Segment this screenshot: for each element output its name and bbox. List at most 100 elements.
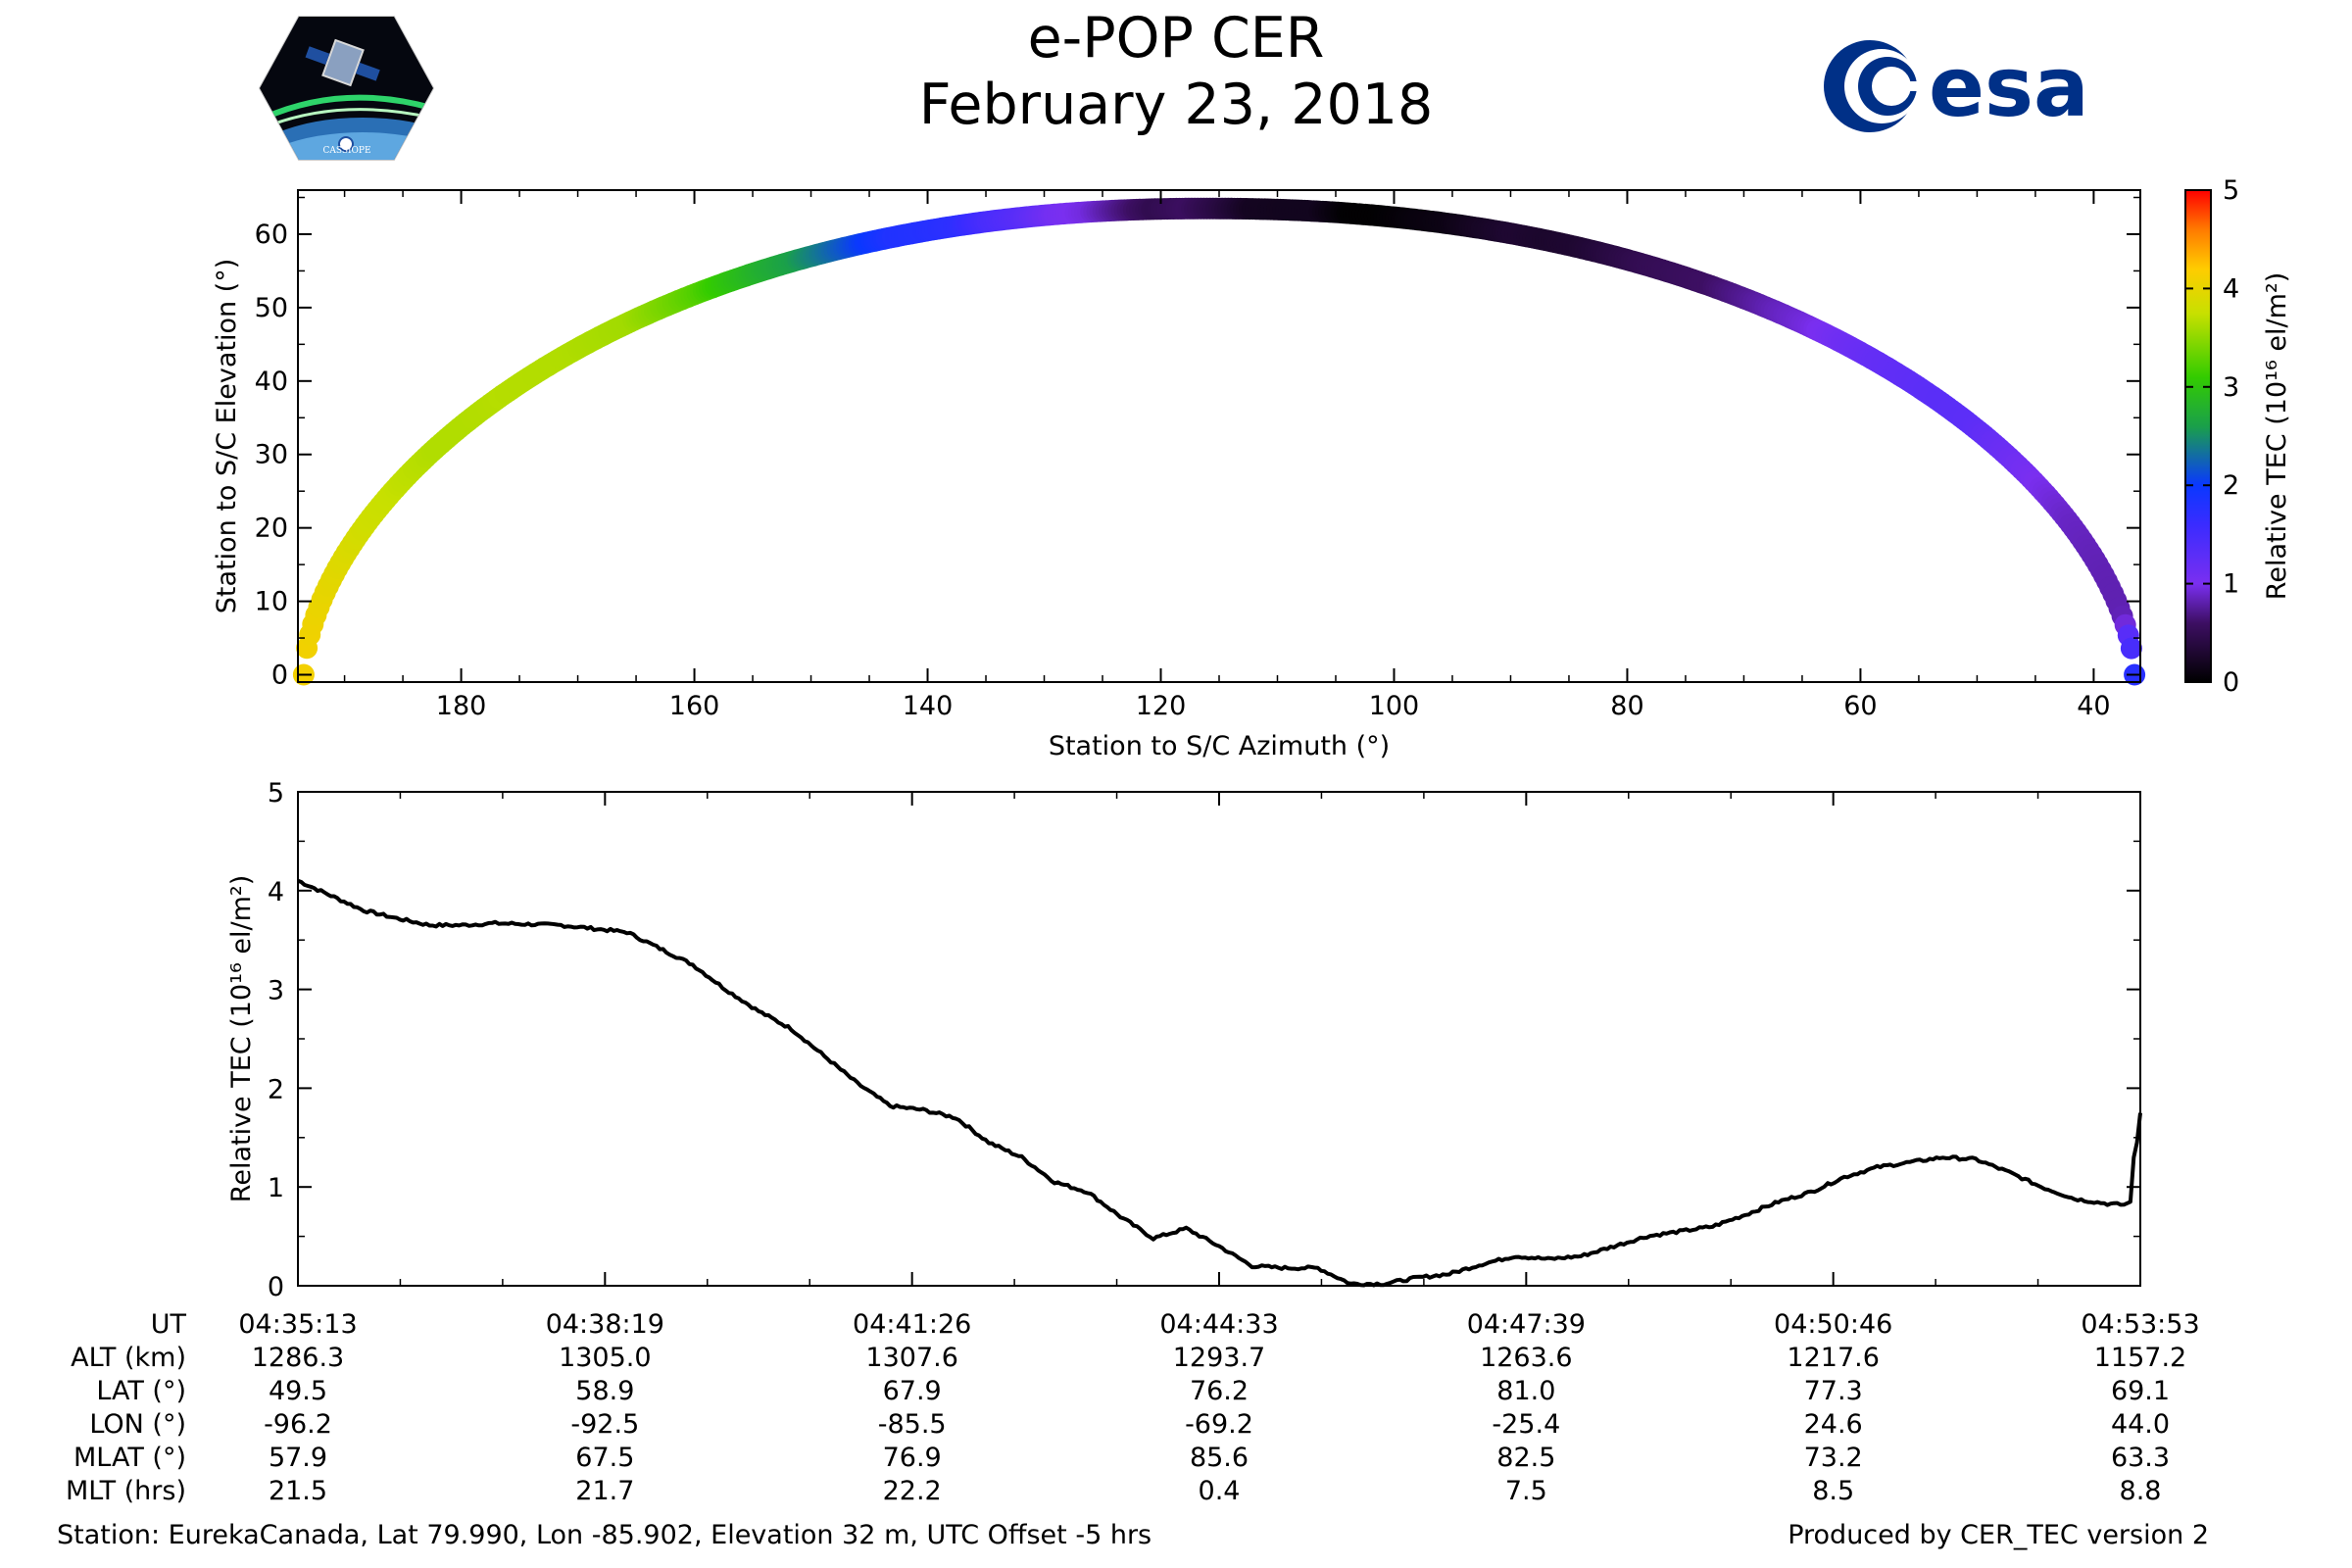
ephemeris-row-label: ALT (km) [71,1343,186,1373]
ephemeris-cell: 58.9 [575,1376,634,1406]
page-date: February 23, 2018 [918,73,1434,137]
bottom-y-tick-label: 0 [268,1272,284,1302]
ephemeris-cell: 73.2 [1804,1443,1863,1473]
ephemeris-row-label: MLT (hrs) [66,1476,186,1506]
ephemeris-cell: 44.0 [2111,1409,2170,1440]
top-y-tick-label: 60 [255,220,288,250]
cassiope-logo-text: CASSIOPE [322,146,370,156]
colorbar-tick-label: 2 [2223,470,2239,501]
ephemeris-cell: 1293.7 [1173,1343,1265,1373]
ephemeris-cell: 21.7 [575,1476,634,1506]
ephemeris-cell: 49.5 [269,1376,327,1406]
ephemeris-cell: 57.9 [269,1443,327,1473]
tec-time-series-panel: 0 1 2 3 4 5 Relative TEC (10¹⁶ el/m²) [226,778,2142,1302]
ephemeris-cell: 69.1 [2111,1376,2170,1406]
ephemeris-cell: 1157.2 [2094,1343,2186,1373]
ephemeris-cell: 04:38:19 [546,1309,664,1340]
tec-series-line [297,878,2142,1288]
bottom-plot-frame [297,791,2141,1287]
top-x-tick-label: 100 [1369,691,1420,721]
colorbar: 0 1 2 3 4 5 Relative TEC (10¹⁶ el/m²) [2184,175,2292,698]
ephemeris-cell: 22.2 [883,1476,942,1506]
colorbar-tick-label: 1 [2223,569,2239,600]
producer-info: Produced by CER_TEC version 2 [1788,1520,2209,1550]
ephemeris-cell: 8.5 [1812,1476,1854,1506]
ephemeris-cell: 76.2 [1190,1376,1249,1406]
top-x-axis-label: Station to S/C Azimuth (°) [1049,731,1390,761]
ephemeris-cell: 04:53:53 [2081,1309,2199,1340]
ephemeris-cell: 63.3 [2111,1443,2170,1473]
ephemeris-cell: -25.4 [1492,1409,1560,1440]
bottom-axes: 0 1 2 3 4 5 [268,778,2141,1302]
colorbar-gradient [2184,189,2212,683]
ephemeris-cell: 1307.6 [865,1343,957,1373]
ephemeris-cell: -69.2 [1185,1409,1253,1440]
top-y-tick-label: 0 [271,661,288,691]
ephemeris-cell: 82.5 [1496,1443,1555,1473]
top-x-tick-label: 60 [1843,691,1877,721]
colorbar-label: Relative TEC (10¹⁶ el/m²) [2262,272,2292,600]
top-x-tick-label: 80 [1610,691,1643,721]
ephemeris-cell: 67.5 [575,1443,634,1473]
top-x-tick-label: 120 [1136,691,1187,721]
top-y-tick-label: 10 [255,587,288,617]
ephemeris-cell: 21.5 [269,1476,327,1506]
ephemeris-row-label: LON (°) [89,1409,186,1440]
colorbar-tick-label: 4 [2223,273,2239,304]
ephemeris-row-label: UT [151,1309,187,1340]
colorbar-tick-label: 0 [2223,667,2239,698]
top-plot-frame [297,189,2141,683]
ephemeris-cell: 67.9 [883,1376,942,1406]
ephemeris-cell: 85.6 [1190,1443,1249,1473]
bottom-y-tick-label: 5 [268,778,284,808]
ephemeris-cell: 76.9 [883,1443,942,1473]
top-y-tick-label: 40 [255,367,288,397]
ephemeris-cell: 0.4 [1199,1476,1241,1506]
ephemeris-cell: 24.6 [1804,1409,1863,1440]
ephemeris-cell: 1263.6 [1480,1343,1572,1373]
ephemeris-cell: 1217.6 [1787,1343,1879,1373]
ephemeris-cell: 04:35:13 [238,1309,357,1340]
ephemeris-cell: 77.3 [1804,1376,1863,1406]
top-y-axis-label: Station to S/C Elevation (°) [212,259,242,614]
ephemeris-cell: 1305.0 [559,1343,651,1373]
ephemeris-row-label: LAT (°) [96,1376,186,1406]
ephemeris-cell: -92.5 [570,1409,639,1440]
top-x-tick-label: 160 [669,691,720,721]
top-x-tick-label: 140 [903,691,954,721]
colorbar-tick-label: 5 [2223,175,2239,206]
ephemeris-cell: 04:50:46 [1774,1309,1892,1340]
bottom-y-tick-label: 1 [268,1173,284,1203]
station-info: Station: EurekaCanada, Lat 79.990, Lon -… [57,1520,1152,1550]
page-title: e-POP CER [1027,6,1325,71]
elevation-azimuth-panel: 180 160 140 120 100 80 60 40 0 10 20 30 40 50 60 Stati… [212,189,2146,761]
cassiope-logo: CASSIOPE [258,16,435,161]
bottom-y-tick-label: 2 [268,1074,284,1104]
ephemeris-row-label: MLAT (°) [74,1443,186,1473]
ephemeris-cell: -96.2 [264,1409,332,1440]
esa-logo-text: esa [1929,39,2089,135]
bottom-y-tick-label: 3 [268,976,284,1006]
esa-logo: esa [1824,39,2089,135]
bottom-y-tick-label: 4 [268,877,284,907]
top-y-tick-label: 20 [255,514,288,544]
colorbar-tick-label: 3 [2223,372,2239,403]
bottom-y-axis-label: Relative TEC (10¹⁶ el/m²) [226,875,257,1202]
colorbar-ticks: 0 1 2 3 4 5 [2185,175,2239,698]
top-y-tick-label: 30 [255,440,288,470]
ephemeris-cell: 81.0 [1496,1376,1555,1406]
top-x-tick-label: 180 [436,691,487,721]
ephemeris-cell: 8.8 [2120,1476,2162,1506]
track-markers [292,197,2146,686]
ephemeris-cell: 1286.3 [252,1343,344,1373]
ephemeris-cell: -85.5 [878,1409,947,1440]
ephemeris-cell: 7.5 [1505,1476,1547,1506]
track-marker [2120,637,2142,660]
ephemeris-cell: 04:47:39 [1467,1309,1586,1340]
top-axes: 180 160 140 120 100 80 60 40 0 10 20 30 40 50 60 [255,190,2140,721]
ephemeris-cell: 04:44:33 [1159,1309,1278,1340]
top-x-tick-label: 40 [2077,691,2110,721]
top-y-tick-label: 50 [255,293,288,323]
